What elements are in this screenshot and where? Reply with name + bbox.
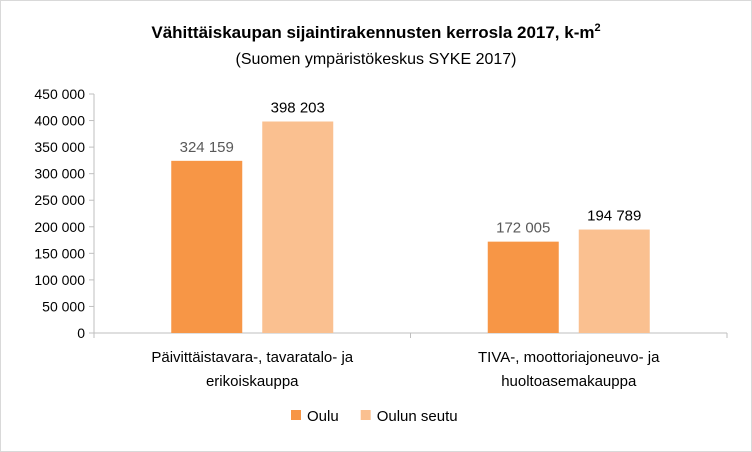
y-tick-label: 200 000 [34,219,85,235]
data-label: 324 159 [180,139,234,156]
y-tick-label: 350 000 [34,139,85,155]
y-tick-label: 250 000 [34,192,85,208]
y-tick-label: 400 000 [34,113,85,129]
legend-swatch [291,410,301,420]
legend-swatch [360,410,371,420]
data-label: 172 005 [496,220,550,237]
data-labels: 324 159 398 203 172 005 194 789 [180,100,642,237]
legend-label: Oulu [307,408,339,425]
y-tick-label: 0 [77,325,85,341]
y-tick-label: 450 000 [34,86,85,102]
chart-subtitle: (Suomen ympäristökeskus SYKE 2017) [235,51,516,68]
bar [171,160,243,333]
x-category-label: TIVA-, moottoriajoneuvo- ja [478,349,660,366]
chart-title: Vähittäiskaupan sijaintirakennusten kerr… [151,22,600,42]
y-tick-label: 300 000 [34,166,85,182]
bar [578,229,650,333]
chart-axes: 0 50 000 100 000 150 000 200 000 250 000 300 0… [34,86,728,390]
y-tick-label: 100 000 [34,272,85,288]
legend: Oulu Oulun seutu [291,408,458,425]
y-tick-label: 150 000 [34,245,85,261]
data-label: 398 203 [271,100,325,117]
bar [487,241,559,333]
x-category-label: erikoiskauppa [206,373,299,390]
y-tick-label: 50 000 [42,298,85,314]
x-category-label: huoltoasemakauppa [501,373,637,390]
data-label: 194 789 [587,208,641,225]
bar-series [171,121,650,333]
title-superscript: 2 [595,22,601,34]
x-category-label: Päivittäistavara-, tavaratalo- ja [151,349,353,366]
bar [262,121,334,333]
legend-label: Oulun seutu [377,408,458,425]
